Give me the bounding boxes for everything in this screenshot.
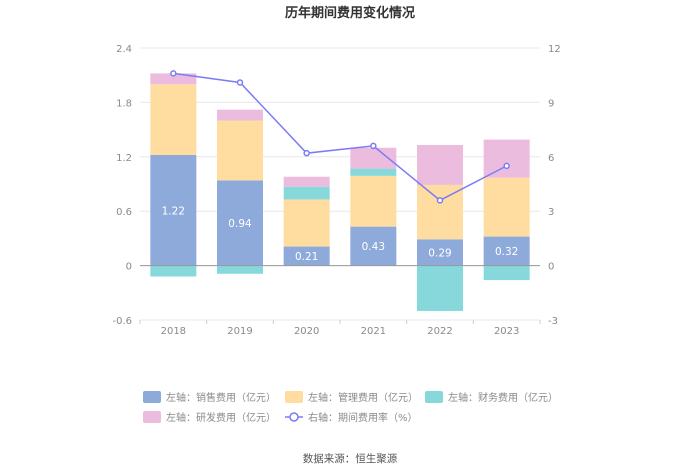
bar-finance-2023: [483, 265, 530, 281]
bar-finance-2022: [417, 265, 463, 311]
right-tick-label: 12: [548, 44, 561, 55]
right-tick-label: 3: [548, 207, 554, 218]
left-tick-label: 1.2: [116, 153, 132, 164]
bar-sales-2020: [283, 246, 330, 266]
source-note: 数据来源：恒生聚源: [303, 452, 398, 465]
legend-swatch-sales: [143, 391, 161, 403]
rate-point-2018: [170, 70, 177, 77]
x-axis: 2018 2019 2020 2021 2022 2023: [139, 320, 541, 337]
x-tick-label: 2018: [161, 326, 186, 337]
bar-rd-2020: [283, 176, 330, 187]
bar-label-2021: 0.43: [362, 241, 385, 253]
left-axis: 2.4 1.8 1.2 0.6 0 -0.6: [112, 44, 132, 327]
rate-point-2020: [303, 149, 310, 157]
bar-sales-2022: [417, 239, 463, 266]
bar-label-2023: 0.32: [495, 246, 518, 258]
bar-admin-2020: [283, 199, 330, 247]
bar-label-2020: 0.21: [295, 251, 318, 263]
rate-line: [170, 70, 510, 204]
bar-admin-2022: [417, 184, 463, 240]
bar-admin-2018: [150, 84, 197, 155]
right-tick-label: 0: [548, 262, 554, 273]
chart-title: 历年期间费用变化情况: [285, 5, 415, 21]
right-axis: 12 9 6 3 0 -3: [548, 44, 561, 327]
x-tick-label: 2019: [227, 326, 252, 337]
grid: [140, 47, 540, 321]
legend-label-admin: 左轴：管理费用（亿元）: [308, 391, 418, 404]
bar-finance-2019: [217, 265, 263, 274]
legend-label-rd: 左轴：研发费用（亿元）: [166, 411, 276, 424]
right-tick-label: 6: [548, 153, 554, 164]
right-tick-label: 9: [548, 98, 554, 109]
bar-rd-2018: [150, 73, 197, 85]
bar-finance-2021: [350, 168, 397, 176]
bar-label-2019: 0.94: [228, 218, 252, 230]
bar-admin-2021: [350, 175, 397, 227]
bar-finance-2020: [283, 186, 330, 200]
legend-swatch-rd: [143, 411, 161, 423]
bar-label-2018: 1.22: [162, 205, 185, 217]
right-tick-label: -3: [548, 316, 558, 327]
legend-label-rate: 右轴：期间费用率（%）: [308, 411, 418, 424]
legend-label-finance: 左轴：财务费用（亿元）: [448, 391, 558, 404]
bar-finance-2018: [150, 265, 197, 277]
x-tick-label: 2022: [427, 326, 452, 337]
legend-label-sales: 左轴：销售费用（亿元）: [166, 391, 276, 404]
bar-sales-2021: [350, 226, 397, 266]
legend: 左轴：销售费用（亿元） 左轴：管理费用（亿元） 左轴：财务费用（亿元） 左轴：研发费用…: [143, 391, 558, 424]
bar-rd-2022: [417, 145, 463, 185]
x-tick-label: 2021: [361, 326, 386, 337]
rate-point-2023: [503, 162, 510, 170]
legend-marker-rate: [289, 412, 299, 422]
bar-rd-2019: [217, 109, 263, 121]
bar-rd-2023: [483, 139, 530, 178]
bars: 1.22 0.94 0.21 0.43 0.29 0.32: [150, 73, 530, 311]
bar-admin-2019: [217, 120, 263, 181]
rate-point-2022: [436, 197, 444, 204]
legend-swatch-admin: [285, 391, 303, 403]
left-tick-label: 0: [126, 262, 132, 273]
rate-point-2019: [236, 79, 244, 86]
bar-sales-2019: [217, 180, 263, 266]
legend-swatch-finance: [425, 391, 443, 403]
bar-label-2022: 0.29: [428, 247, 451, 259]
left-tick-label: 1.8: [116, 98, 132, 109]
left-tick-label: 2.4: [116, 44, 132, 55]
rate-line-path: [173, 72, 508, 202]
bar-sales-2023: [483, 236, 530, 266]
rate-point-2021: [370, 142, 377, 150]
bar-sales-2018: [150, 154, 197, 266]
x-tick-label: 2020: [294, 326, 319, 337]
left-tick-label: 0.6: [116, 207, 132, 218]
left-tick-label: -0.6: [112, 316, 132, 327]
x-tick-label: 2023: [494, 326, 519, 337]
bar-admin-2023: [483, 177, 530, 237]
bar-rd-2021: [350, 147, 397, 169]
